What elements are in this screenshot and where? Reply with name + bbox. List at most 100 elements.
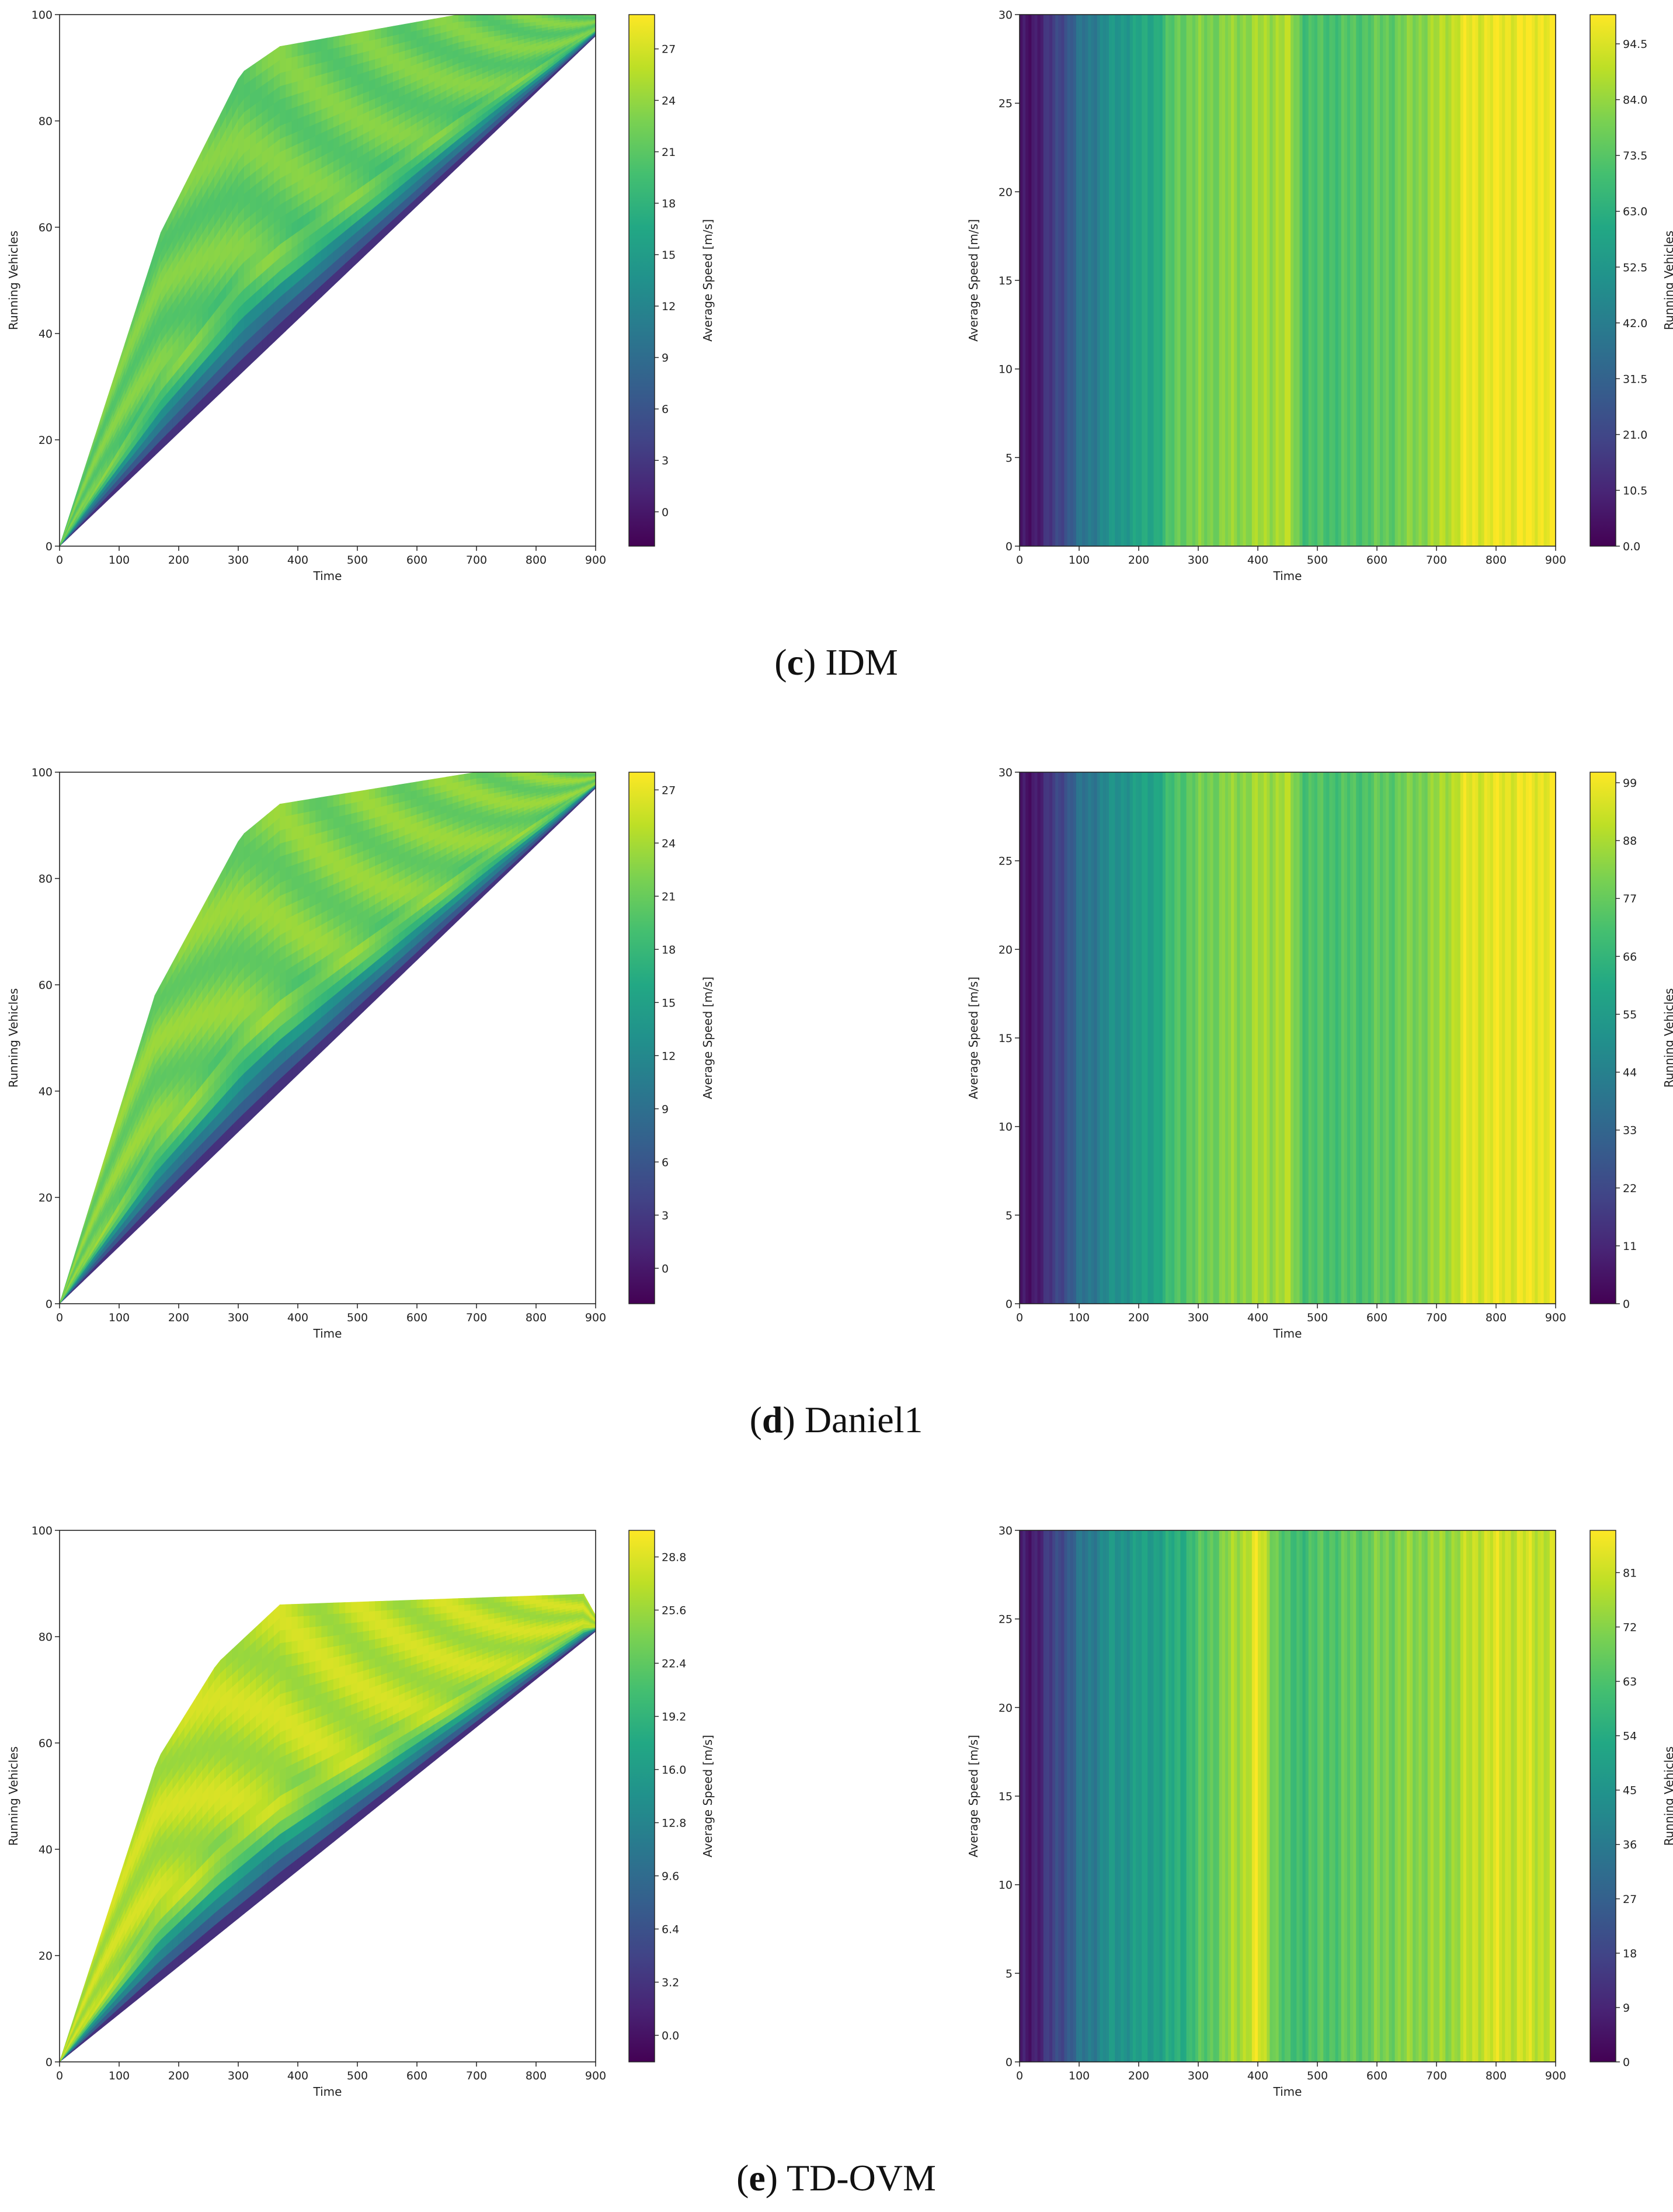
contour-cell [392,25,399,36]
contour-cell [286,107,293,124]
contour-cell [297,116,304,132]
contour-cell [482,777,489,784]
heatmap-column [1291,772,1294,1304]
heatmap-column [1272,772,1277,1304]
contour-cell [291,81,298,96]
heatmap-column [1302,15,1306,546]
heatmap-column [1400,772,1404,1304]
contour-cell [530,18,537,23]
contour-cell [476,26,483,33]
heatmap-column [1124,15,1128,546]
contour-cell [375,57,382,70]
y-tick-label: 80 [39,873,53,886]
colorbar-tick-label: 3 [662,454,669,467]
x-tick-label: 300 [1188,554,1209,567]
heatmap-column [1526,772,1529,1304]
contour-cell [440,776,447,786]
contour-cell [506,19,513,25]
contour-cell [279,828,287,844]
heatmap-column [1410,772,1413,1304]
heatmap-column [1231,772,1234,1304]
heatmap-column [1326,15,1330,546]
heatmap-column [1302,772,1306,1304]
x-tick-label: 300 [228,554,249,567]
chart-d-right: 0 100 200 300 400 500 600 700 800 900051015202530… [966,766,1673,1341]
heatmap-column [1386,772,1389,1304]
heatmap-column [1162,772,1166,1304]
heatmap-column [1439,15,1443,546]
heatmap-column [1389,15,1393,546]
y-tick-label: 20 [39,434,53,447]
contour-cell [541,17,548,22]
chart-d-left: 0 100 200 300 400 500 600 700 800 900020406080100… [6,766,715,1341]
colorbar-label: Running Vehicles [1662,231,1673,330]
contour-cell [369,48,375,61]
heatmap-column [1538,15,1542,546]
contour-cell [518,776,524,781]
heatmap-column [1180,772,1184,1304]
heatmap-column [1293,15,1297,546]
x-tick-label: 200 [1128,554,1149,567]
heatmap-column [1424,772,1428,1304]
contour-cell [494,772,501,778]
heatmap-column [1341,15,1345,546]
contour-cell [303,859,310,874]
heatmap-column [1240,772,1244,1304]
heatmap-column [1269,15,1274,546]
contour-cell [392,784,399,795]
contour-cell [392,34,399,46]
chart-c-left: 0 100 200 300 400 500 600 700 800 900020406080100… [6,9,715,583]
contour-cell [405,31,412,42]
contour-cell [524,14,531,19]
contour-cell [476,20,483,27]
contour-cell [524,22,531,27]
heatmap-column [1469,15,1473,546]
contour-cell [399,23,405,35]
contour-cell [297,800,304,814]
heatmap-column [1109,15,1112,546]
contour-cell [363,40,370,53]
contour-cell [363,789,370,801]
heatmap-column [1079,15,1083,546]
heatmap-column [1201,772,1205,1304]
heatmap-column [1481,15,1485,546]
heatmap-column [1350,772,1354,1304]
x-tick-label: 800 [526,554,547,567]
colorbar-tick-label: 24 [662,837,676,850]
contour-cell [422,787,429,797]
contour-cell [399,791,405,803]
heatmap-column [1514,15,1518,546]
colorbar-tick-label: 21 [662,890,676,903]
heatmap-column [1201,15,1205,546]
heatmap-column [1267,772,1270,1304]
heatmap-column [1237,15,1240,546]
heatmap-column [1254,772,1258,1304]
heatmap-column [1508,772,1512,1304]
x-tick-label: 400 [287,1311,308,1324]
contour-cell [411,797,418,808]
heatmap-column [1445,15,1449,546]
heatmap-column [1121,15,1125,546]
contour-cell [315,74,322,88]
contour-cell [405,40,412,51]
contour-cell [375,806,382,818]
heatmap-column [1356,15,1359,546]
heatmap-column [1439,772,1443,1304]
y-tick-label: 100 [32,9,53,22]
chart-e-left: 0 100 200 300 400 500 600 700 800 900020406080100… [6,1525,715,2099]
y-tick-label: 25 [999,855,1013,868]
heatmap-column [1546,772,1550,1304]
contour-cell [315,820,322,834]
contour-cell [303,822,310,838]
heatmap-column [1064,772,1068,1304]
heatmap-column [1168,15,1172,546]
contour-cell [482,772,489,779]
contour-cell [291,68,298,84]
heatmap-column [1040,15,1044,546]
contour-cell [500,19,507,25]
contour-cell [327,806,334,819]
heatmap-column [1344,772,1348,1304]
heatmap-column [1323,772,1327,1304]
heatmap-column [1142,772,1145,1304]
contour-cell [530,775,537,780]
